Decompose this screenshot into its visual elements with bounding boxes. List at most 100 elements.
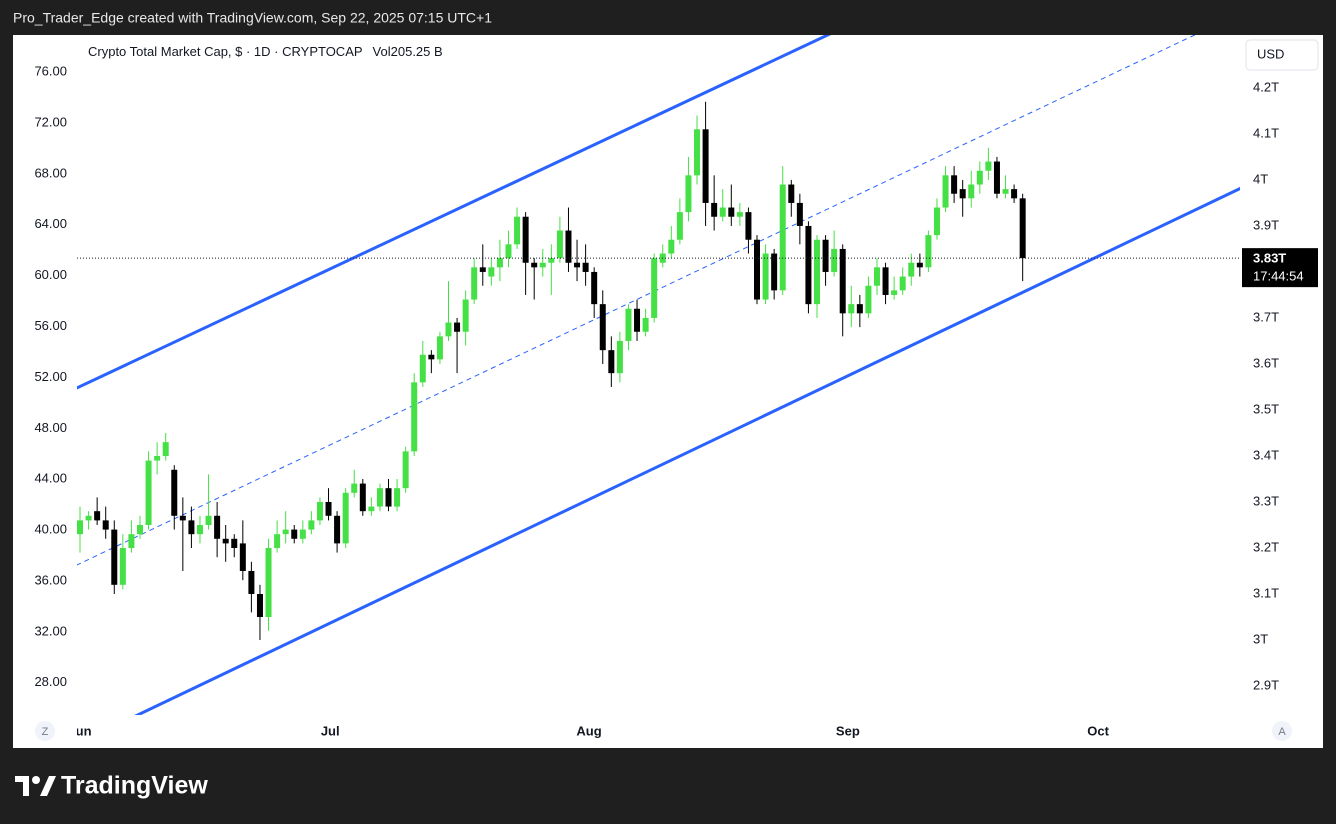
candle-body: [471, 267, 478, 300]
candle-body: [179, 515, 186, 521]
candle-body: [771, 253, 778, 291]
candle-body: [539, 262, 546, 268]
candle-body: [574, 262, 581, 268]
candle-body: [993, 161, 1000, 194]
candle-body: [325, 501, 332, 516]
candle-body: [651, 258, 658, 318]
candle-body: [839, 248, 846, 314]
candle-body: [514, 216, 521, 245]
candle-body: [1002, 189, 1009, 194]
y-tick-label: 3.6T: [1253, 355, 1279, 370]
drawings: [77, 35, 1240, 715]
candle-body: [214, 515, 221, 539]
candle-body: [454, 322, 461, 332]
y-tick-label: 4T: [1253, 171, 1268, 186]
candle-body: [239, 543, 246, 571]
last-price-label: 3.83T: [1253, 251, 1286, 266]
y2-tick-label: 72.00: [34, 114, 67, 129]
candle-body: [411, 382, 418, 452]
candle-body: [265, 547, 272, 618]
x-tick-label: Sep: [836, 723, 860, 738]
chart-panel: [13, 35, 1323, 748]
candle-body: [942, 175, 949, 208]
candle-body: [316, 501, 323, 521]
caption: Pro_Trader_Edge created with TradingView…: [13, 10, 492, 26]
candle-body: [959, 189, 966, 199]
chart-title: Crypto Total Market Cap, $ · 1D · CRYPTO…: [88, 44, 443, 59]
candle-body: [282, 529, 289, 535]
candle-body: [591, 271, 598, 305]
candle-body: [171, 469, 178, 516]
y-tick-label: 3.3T: [1253, 493, 1279, 508]
candle-body: [736, 212, 743, 217]
currency[interactable]: USD: [1257, 46, 1284, 61]
candle-body: [77, 520, 83, 535]
y2-tick-label: 32.00: [34, 623, 67, 638]
candle-body: [634, 308, 641, 332]
candle-body: [779, 184, 786, 291]
x-tick-label: Aug: [576, 723, 601, 738]
auto-label[interactable]: A: [1278, 726, 1286, 738]
last-price-box: [1242, 248, 1318, 288]
x-tick-label: Jul: [321, 723, 340, 738]
title: Crypto Total Market Cap, $ · 1D · CRYPTO…: [88, 44, 363, 59]
candle-body: [1011, 189, 1018, 199]
candle-body: [188, 520, 195, 535]
auto-button[interactable]: [1272, 721, 1292, 741]
candle-body: [394, 488, 401, 507]
upper-channel-line: [77, 35, 832, 390]
y-tick-label: 3.9T: [1253, 217, 1279, 232]
candle-body: [916, 262, 923, 268]
candle-body: [925, 235, 932, 268]
y2-tick-label: 48.00: [34, 420, 67, 435]
candle-body: [445, 322, 452, 337]
candle-body: [145, 460, 152, 525]
currency-button[interactable]: [1245, 39, 1319, 71]
candle-body: [496, 258, 503, 268]
y2-tick-label: 52.00: [34, 369, 67, 384]
candle-body: [342, 492, 349, 544]
zoom-label[interactable]: Z: [42, 726, 49, 738]
candle-body: [933, 207, 940, 236]
candle-body: [616, 340, 623, 374]
candle-body: [608, 350, 615, 374]
x-tick-label: Oct: [1087, 723, 1109, 738]
y2-tick-label: 56.00: [34, 318, 67, 333]
candle-body: [582, 262, 589, 272]
candle-body: [162, 442, 169, 456]
countdown: 17:44:54: [1253, 269, 1304, 284]
candle-body: [119, 547, 126, 585]
logo-dot: [32, 776, 40, 784]
candle-body: [222, 538, 229, 544]
candle-body: [668, 239, 675, 254]
y2-tick-label: 68.00: [34, 165, 67, 180]
y2-tick-label: 36.00: [34, 572, 67, 587]
y-tick-label: 3.4T: [1253, 447, 1279, 462]
candle-body: [728, 207, 735, 217]
y2-tick-label: 76.00: [34, 63, 67, 78]
candle-body: [462, 299, 469, 332]
candle-body: [308, 520, 315, 530]
candle-body: [85, 515, 92, 521]
candle-body: [231, 538, 238, 548]
logo-mark: [15, 776, 29, 796]
brand: TradingView: [61, 772, 208, 800]
y-tick-label: 3.7T: [1253, 309, 1279, 324]
candle-body: [1019, 198, 1026, 259]
candle-body: [891, 290, 898, 295]
candle-body: [248, 570, 255, 594]
zoom-button[interactable]: [35, 721, 55, 741]
candle-body: [334, 515, 341, 544]
candle-body: [274, 534, 281, 548]
candle-body: [882, 267, 889, 295]
candle-body: [642, 317, 649, 332]
candle-body: [754, 239, 761, 300]
volume-label: Vol: [373, 44, 391, 59]
candle-body: [908, 262, 915, 277]
candle-body: [556, 230, 563, 259]
candle-body: [899, 276, 906, 291]
logo-slash: [40, 776, 56, 796]
candle-body: [676, 212, 683, 240]
